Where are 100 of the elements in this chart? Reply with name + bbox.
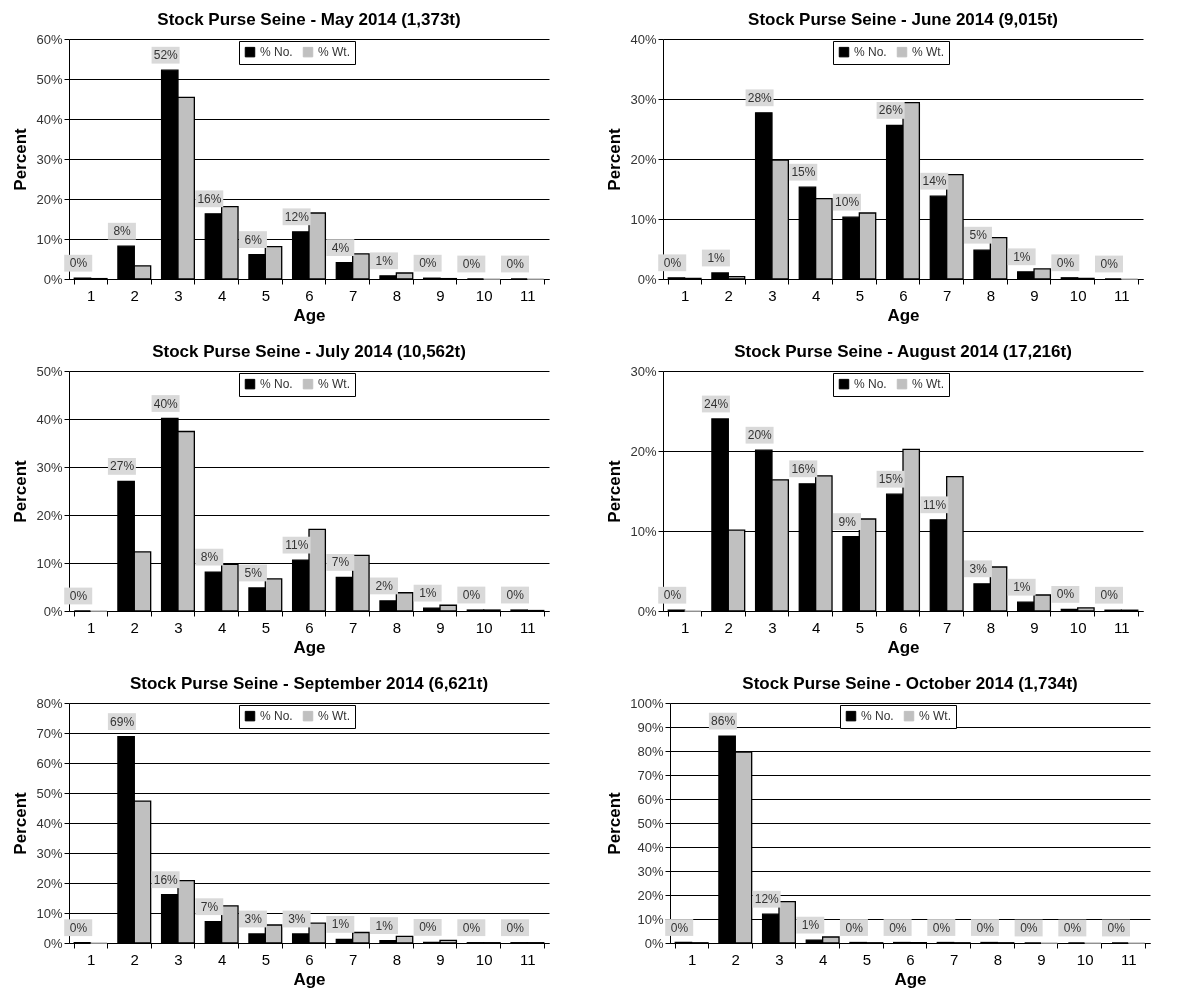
data-label: 8% <box>113 224 132 239</box>
x-tick-label: 9 <box>436 286 445 304</box>
data-label: 0% <box>506 920 525 935</box>
x-tick-label: 8 <box>986 286 996 304</box>
legend-label: % Wt. <box>919 709 951 724</box>
x-tick-label: 5 <box>261 618 270 636</box>
x-tick-label: 4 <box>811 286 821 304</box>
x-tick-label: 4 <box>217 286 227 304</box>
data-label: 16% <box>153 872 179 887</box>
y-tick-label: 30% <box>36 845 63 861</box>
y-tick-label: 40% <box>36 815 63 831</box>
x-axis-title: Age <box>293 305 326 325</box>
y-tick-label: 10% <box>637 911 664 927</box>
data-label: 0% <box>506 588 525 603</box>
x-tick-label: 3 <box>174 286 183 304</box>
y-axis-title: Percent <box>605 459 625 523</box>
x-axis-title: Age <box>894 969 927 989</box>
y-tick-label: 40% <box>637 839 664 855</box>
legend-label: % Wt. <box>318 45 350 60</box>
y-tick-label: 40% <box>630 31 657 47</box>
data-label: 2% <box>375 578 394 593</box>
y-tick-label: 20% <box>630 151 657 167</box>
x-tick-label: 10 <box>1069 618 1087 636</box>
x-tick-label: 1 <box>86 950 96 968</box>
x-tick-label: 11 <box>520 950 536 968</box>
data-label: 16% <box>197 191 222 206</box>
x-tick-label: 11 <box>1121 950 1137 968</box>
legend-label: % Wt. <box>318 709 350 724</box>
y-tick-label: 60% <box>36 31 63 47</box>
data-label: 0% <box>69 920 88 935</box>
legend-label: % Wt. <box>912 45 944 60</box>
data-label: 7% <box>200 899 219 914</box>
x-tick-label: 7 <box>943 618 952 636</box>
legend-label: % No. <box>260 45 293 60</box>
x-tick-label: 4 <box>811 618 821 636</box>
x-tick-label: 10 <box>475 950 493 968</box>
x-tick-label: 7 <box>349 618 358 636</box>
data-label: 1% <box>331 917 350 932</box>
y-tick-label: 10% <box>36 555 63 571</box>
x-tick-label: 5 <box>855 618 864 636</box>
y-tick-label: 90% <box>637 719 664 735</box>
y-tick-label: 30% <box>630 363 657 379</box>
y-axis-title: Percent <box>605 127 625 191</box>
x-tick-label: 8 <box>392 950 402 968</box>
data-label: 15% <box>878 472 904 487</box>
y-tick-label: 10% <box>630 523 657 539</box>
x-tick-label: 9 <box>1030 286 1039 304</box>
x-tick-label: 3 <box>174 950 183 968</box>
data-label: 6% <box>244 232 263 247</box>
data-label: 5% <box>244 565 263 580</box>
y-tick-label: 80% <box>637 743 664 759</box>
y-tick-label: 20% <box>630 443 657 459</box>
x-tick-label: 3 <box>768 286 777 304</box>
data-label: 8% <box>200 550 219 565</box>
y-tick-label: 0% <box>43 603 63 619</box>
x-tick-label: 2 <box>731 950 740 968</box>
y-tick-label: 40% <box>36 411 63 427</box>
x-tick-label: 7 <box>943 286 952 304</box>
x-tick-label: 7 <box>950 950 959 968</box>
data-label: 0% <box>462 257 481 271</box>
x-tick-label: 1 <box>86 618 96 636</box>
y-tick-label: 30% <box>630 91 657 107</box>
data-label: 16% <box>791 461 816 476</box>
chart-title: Stock Purse Seine - May 2014 (1,373t) <box>157 10 461 29</box>
y-tick-label: 50% <box>637 815 664 831</box>
legend-label: % No. <box>260 709 293 724</box>
data-label: 86% <box>711 714 736 729</box>
x-tick-label: 6 <box>305 286 314 304</box>
data-label: 1% <box>375 918 394 933</box>
y-tick-label: 40% <box>36 111 63 127</box>
y-tick-label: 10% <box>36 905 63 921</box>
data-label: 0% <box>1100 588 1119 603</box>
x-tick-label: 5 <box>261 286 270 304</box>
data-label: 14% <box>922 174 947 189</box>
chart-title: Stock Purse Seine - June 2014 (9,015t) <box>748 10 1058 29</box>
data-label: 0% <box>462 920 481 935</box>
data-label: 4% <box>331 240 350 255</box>
data-label: 26% <box>878 103 904 118</box>
data-label: 1% <box>801 918 820 933</box>
x-tick-label: 11 <box>520 618 536 636</box>
data-label: 12% <box>284 209 310 224</box>
x-tick-label: 8 <box>993 950 1003 968</box>
legend-label: % Wt. <box>318 377 350 392</box>
y-tick-label: 10% <box>36 231 63 247</box>
x-tick-label: 8 <box>392 286 402 304</box>
legend-label: % No. <box>854 377 887 392</box>
y-tick-label: 20% <box>36 875 63 891</box>
x-tick-label: 9 <box>1030 618 1039 636</box>
data-label: 24% <box>704 397 729 411</box>
x-tick-label: 11 <box>1114 618 1130 636</box>
x-tick-label: 6 <box>899 618 908 636</box>
y-tick-label: 30% <box>637 863 664 879</box>
data-label: 1% <box>707 251 726 265</box>
data-label: 0% <box>976 920 995 935</box>
y-tick-label: 100% <box>630 695 664 711</box>
y-tick-label: 30% <box>36 151 63 167</box>
data-label: 11% <box>922 497 947 512</box>
x-tick-label: 4 <box>818 950 828 968</box>
x-tick-label: 9 <box>436 618 445 636</box>
x-tick-label: 10 <box>1069 286 1087 304</box>
